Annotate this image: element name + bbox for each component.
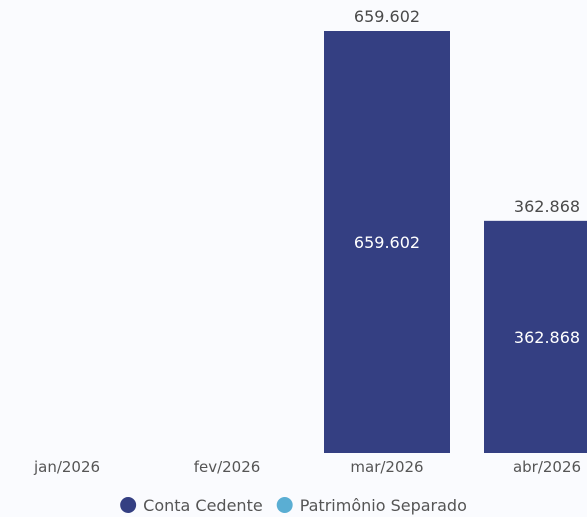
x-axis: jan/2026 fev/2026 mar/2026 abr/2026 (33, 458, 581, 476)
total-label-mar-2026: 659.602 (354, 7, 420, 26)
bar-conta-cedente-mar-2026[interactable] (324, 31, 450, 453)
x-tick-label-jan-2026: jan/2026 (33, 458, 100, 476)
legend-item-conta-cedente[interactable]: Conta Cedente (120, 496, 263, 515)
bars-layer (324, 31, 587, 453)
labels-layer: 659.602 659.602 362.868 362.868 (354, 7, 580, 347)
legend-marker-conta-cedente (120, 497, 137, 513)
x-tick-label-fev-2026: fev/2026 (194, 458, 261, 476)
bar-value-label-abr-2026: 362.868 (514, 328, 580, 347)
legend-label-conta-cedente: Conta Cedente (143, 496, 263, 515)
total-label-abr-2026: 362.868 (514, 197, 580, 216)
bar-value-label-mar-2026: 659.602 (354, 233, 420, 252)
legend: Conta Cedente Patrimônio Separado (120, 496, 467, 515)
legend-item-patrimonio-separado[interactable]: Patrimônio Separado (276, 496, 467, 515)
x-tick-label-mar-2026: mar/2026 (350, 458, 423, 476)
legend-label-patrimonio-separado: Patrimônio Separado (300, 496, 467, 515)
bar-conta-cedente-abr-2026[interactable] (484, 220, 587, 453)
legend-marker-patrimonio-separado (276, 497, 293, 513)
x-tick-label-abr-2026: abr/2026 (513, 458, 581, 476)
